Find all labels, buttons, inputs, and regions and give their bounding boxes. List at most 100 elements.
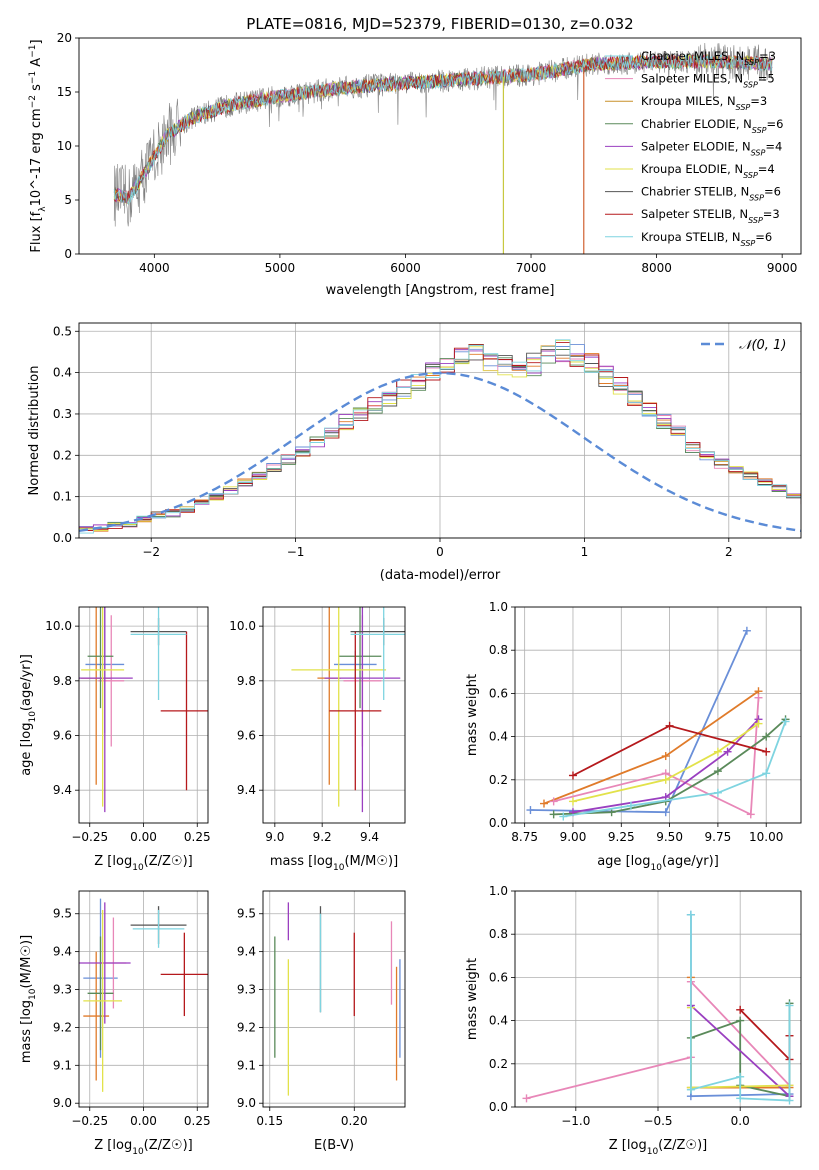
age-vs-mass-plot-area [263,607,405,823]
residuals-panel: −2 −1 0 1 2 0.0 0.1 0.2 0.3 0.4 0.5 (data-model)/er… [27,322,802,583]
mass-vs-EBV-plot-area [263,891,405,1107]
y-tick-label: 0.8 [489,643,508,657]
x-axis-label: Z [log10(Z/Z☉)] [609,1138,707,1157]
x-axis-label: E(B-V) [314,1138,354,1153]
residuals-plot-area [79,323,801,538]
y-tick-label: 9.4 [237,783,256,797]
y-axis-label: age [log10(age/yr)] [19,654,38,776]
y-tick-label: 9.2 [237,1020,256,1034]
x-tick-label: −0.5 [643,1114,672,1128]
axes-frame [262,606,406,824]
x-axis-label: (data-model)/error [380,568,501,583]
axes-frame [78,606,209,824]
y-tick-label: 0.6 [489,686,508,700]
y-axis-label: Flux [fλ10^-17 erg cm−2 s−1 A−1] [28,39,48,252]
y-tick-label: 1.0 [489,884,508,898]
y-tick-label: 9.6 [237,729,256,743]
x-axis-label: Z [log10(Z/Z☉)] [94,1138,192,1157]
weight-vs-Z-plot-area [515,891,801,1107]
x-tick-label: −0.25 [71,1114,108,1128]
mass-vs-Z-plot-area [79,891,208,1107]
x-axis-label: Z [log10(Z/Z☉)] [94,854,192,873]
legend-label: Chabrier MILES, NSSP=3 [641,49,776,67]
x-tick-label: 5000 [265,261,296,275]
mass-vs-EBV-panel: 0.15 0.20 9.0 9.1 9.2 9.3 9.4 9.5 E(B-V) [237,890,406,1153]
age-vs-Z-plot-area [79,607,208,823]
y-tick-label: 9.8 [237,674,256,688]
x-tick-label: −1.0 [561,1114,590,1128]
y-tick-label: 0.5 [53,324,72,338]
x-tick-label: 0.25 [184,1114,211,1128]
y-tick-label: 15 [57,85,72,99]
mass-vs-Z-panel: −0.25 0.00 0.25 9.0 9.1 9.2 9.3 9.4 9.5 Z [log10(… [19,890,211,1157]
age-vs-Z-panel: −0.25 0.00 0.25 9.4 9.6 9.8 10.0 Z [log10(Z/Z☉)… [19,606,211,873]
y-tick-label: 0.4 [53,366,72,380]
y-tick-label: 20 [57,31,72,45]
y-axis-label: mass [log10(M/M☉)] [19,935,38,1063]
x-tick-label: 9.00 [560,830,587,844]
axes-frame [78,890,209,1108]
y-tick-label: 10 [57,139,72,153]
y-tick-label: 0 [64,247,72,261]
weight-vs-age-plot-area [515,607,801,823]
axes-frame [262,890,406,1108]
series-line [553,718,787,816]
legend-label: Kroupa ELODIE, NSSP=4 [641,162,775,180]
y-axis-label: mass weight [465,674,480,756]
x-tick-label: 0.00 [130,830,157,844]
legend-label: Salpeter STELIB, NSSP=3 [641,207,780,225]
x-axis-label: mass [log10(M/M☉)] [270,854,398,873]
age-vs-mass-panel: 9.0 9.2 9.4 9.4 9.6 9.8 10.0 mass [log10(M/M☉)] [229,606,406,873]
y-tick-label: 9.4 [53,945,72,959]
y-tick-label: 0.0 [489,816,508,830]
y-tick-label: 9.0 [53,1096,72,1110]
axes-frame [78,322,802,539]
x-tick-label: 0 [436,545,444,559]
y-tick-label: 9.8 [53,674,72,688]
histogram-step-line [79,339,801,534]
x-tick-label: 2 [725,545,733,559]
x-tick-label: −1 [287,545,305,559]
legend-label: Chabrier STELIB, NSSP=6 [641,185,781,203]
legend-label: 𝒩(0, 1) [739,338,786,353]
legend-label: Salpeter ELODIE, NSSP=4 [641,139,782,157]
y-tick-label: 0.0 [489,1100,508,1114]
y-tick-label: 9.2 [53,1020,72,1034]
spectrum-plot-area [113,42,773,254]
figure-title: PLATE=0816, MJD=52379, FIBERID=0130, z=0… [246,15,633,33]
series-line [553,697,760,816]
x-tick-label: 8.75 [511,830,538,844]
y-tick-label: 0.2 [489,773,508,787]
x-tick-label: 4000 [139,261,170,275]
x-axis-label: age [log10(age/yr)] [597,854,719,873]
y-tick-label: 9.4 [53,783,72,797]
legend-label: Kroupa STELIB, NSSP=6 [641,230,772,248]
x-tick-label: −2 [142,545,160,559]
x-tick-label: 7000 [516,261,547,275]
weight-vs-Z-panel: −1.0 −0.5 0.0 0.0 0.2 0.4 0.6 0.8 1.0 Z [log10(Z/… [465,884,802,1157]
series-line [739,1009,791,1062]
x-tick-label: 9.2 [313,830,332,844]
x-tick-label: 0.00 [130,1114,157,1128]
x-tick-label: 9.0 [265,830,284,844]
series-line [543,690,760,805]
y-tick-label: 9.1 [53,1058,72,1072]
x-tick-label: 0.25 [184,830,211,844]
y-tick-label: 0.4 [489,1014,508,1028]
y-tick-label: 1.0 [489,600,508,614]
y-tick-label: 0.6 [489,970,508,984]
spectrum-panel: 4000 5000 6000 7000 8000 9000 0 5 10 15 20 waveleng… [28,31,802,298]
histogram-step-line [79,350,801,532]
y-tick-label: 9.5 [237,907,256,921]
y-tick-label: 9.3 [53,983,72,997]
axes-frame [514,606,802,824]
x-tick-label: 0.20 [341,1114,368,1128]
legend-label: Salpeter MILES, NSSP=5 [641,72,775,90]
histogram-step-line [79,348,801,531]
x-tick-label: 10.00 [749,830,783,844]
y-tick-label: 0.8 [489,927,508,941]
y-tick-label: 9.6 [53,729,72,743]
x-tick-label: 0.15 [256,1114,283,1128]
y-tick-label: 9.0 [237,1096,256,1110]
